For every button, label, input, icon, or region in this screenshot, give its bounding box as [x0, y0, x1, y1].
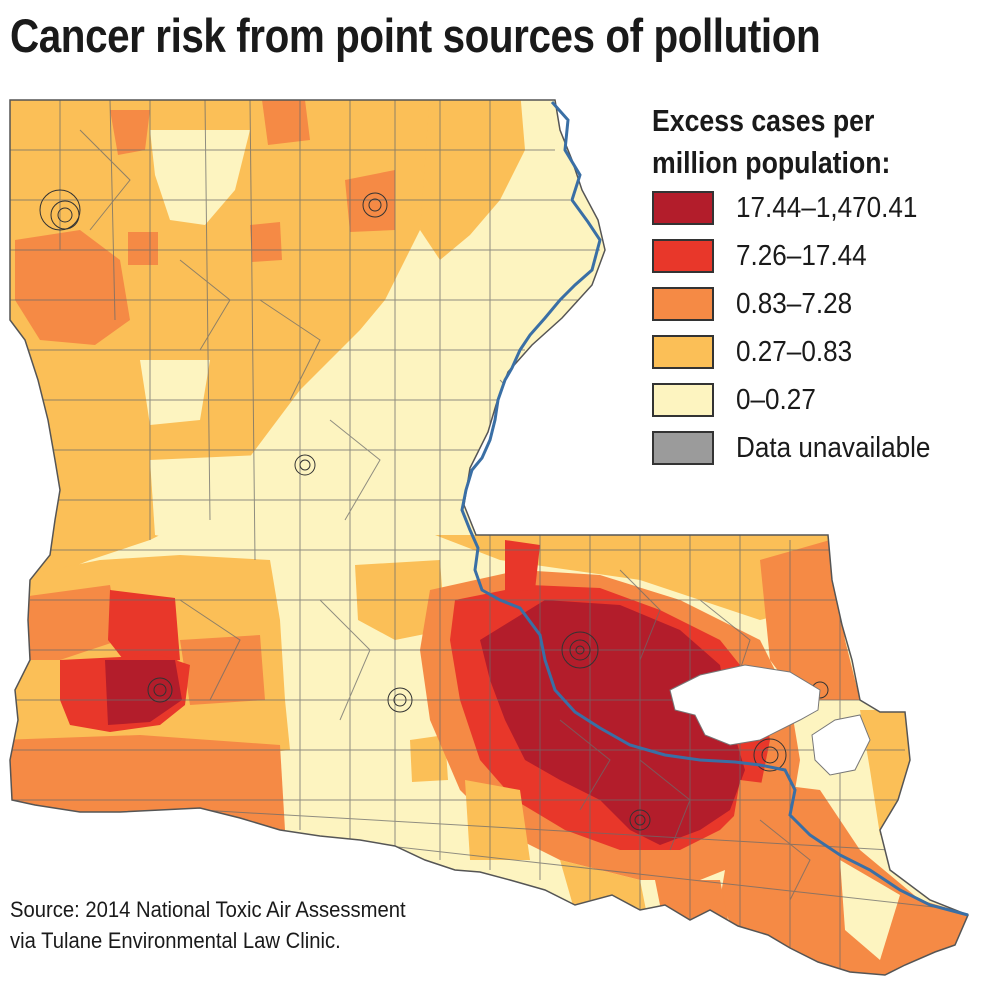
- legend-swatch-moderate: [652, 335, 714, 369]
- region-south-moderate: [465, 780, 530, 860]
- legend-item-very-high: 17.44–1,470.41: [652, 184, 982, 232]
- region-plaquemines-low: [840, 860, 900, 960]
- legend-item-elevated: 0.83–7.28: [652, 280, 982, 328]
- legend-title: Excess cases per million population:: [652, 100, 936, 184]
- legend-title-line-1: Excess cases per: [652, 103, 875, 138]
- legend-item-high: 7.26–17.44: [652, 232, 982, 280]
- region-lake-charles-very-high: [105, 660, 182, 725]
- region-northeast-moderate: [420, 100, 525, 260]
- parish-boundaries: [10, 100, 961, 970]
- region-northwest-low: [140, 360, 210, 425]
- region-north-elevated-d: [128, 232, 158, 265]
- source-line-2: via Tulane Environmental Law Clinic.: [10, 928, 341, 953]
- mississippi-river: [460, 101, 969, 917]
- source-line-1: Source: 2014 National Toxic Air Assessme…: [10, 897, 406, 922]
- legend-swatch-very-high: [652, 191, 714, 225]
- legend-title-line-2: million population:: [652, 145, 891, 180]
- region-north-elevated-a: [110, 110, 150, 155]
- legend-label-very-high: 17.44–1,470.41: [736, 191, 918, 224]
- legend-swatch-high: [652, 239, 714, 273]
- region-southwest-elevated-b: [180, 635, 265, 705]
- map-legend: Excess cases per million population: 17.…: [652, 100, 982, 472]
- legend-label-unavailable: Data unavailable: [736, 431, 931, 464]
- region-st-bernard-moderate: [860, 710, 968, 835]
- region-shreveport-elevated: [15, 230, 130, 345]
- lake-borgne: [811, 714, 871, 776]
- legend-item-low: 0–0.27: [652, 376, 982, 424]
- lake-pontchartrain: [669, 664, 821, 746]
- legend-swatch-elevated: [652, 287, 714, 321]
- legend-item-moderate: 0.27–0.83: [652, 328, 982, 376]
- region-southwest-coast-elevated: [10, 735, 285, 830]
- map-title: Cancer risk from point sources of pollut…: [10, 9, 821, 62]
- legend-label-low: 0–0.27: [736, 383, 816, 416]
- legend-label-high: 7.26–17.44: [736, 239, 867, 272]
- source-note: Source: 2014 National Toxic Air Assessme…: [10, 894, 406, 956]
- region-corridor-high-north: [505, 540, 540, 592]
- region-north-elevated-c: [250, 222, 282, 262]
- legend-label-elevated: 0.83–7.28: [736, 287, 853, 320]
- city-clusters: [39, 189, 829, 831]
- region-north-moderate: [10, 100, 440, 590]
- legend-swatch-unavailable: [652, 431, 714, 465]
- legend-label-moderate: 0.27–0.83: [736, 335, 853, 368]
- region-north-elevated-b: [262, 100, 310, 145]
- region-southwest-elevated-a: [10, 585, 120, 660]
- legend-item-unavailable: Data unavailable: [652, 424, 982, 472]
- legend-swatch-low: [652, 383, 714, 417]
- region-central-south-moderate: [410, 735, 448, 782]
- region-lake-charles-high: [108, 590, 180, 668]
- region-north-low: [150, 130, 250, 225]
